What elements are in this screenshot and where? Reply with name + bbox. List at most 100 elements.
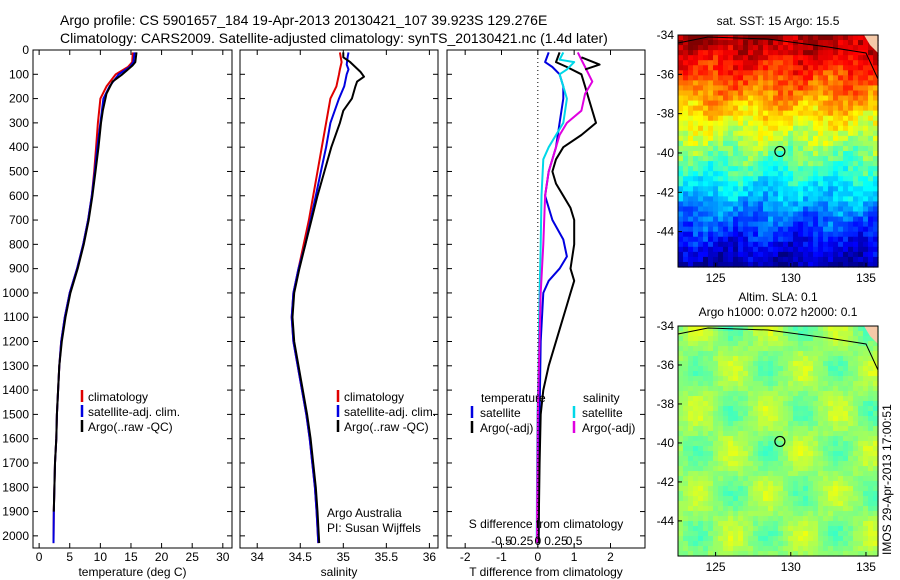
map-cell (843, 75, 849, 81)
map-cell (778, 166, 784, 172)
map-cell (808, 481, 814, 487)
map-cell (753, 181, 759, 187)
map-cell (803, 35, 809, 41)
map-cell (723, 446, 729, 452)
map-cell (783, 471, 789, 477)
map-cell (848, 356, 854, 362)
map-cell (788, 140, 794, 147)
map-cell (843, 100, 849, 107)
map-cell (698, 105, 704, 112)
map-cell (873, 90, 879, 97)
map-cell (728, 366, 734, 372)
map-cell (768, 75, 774, 81)
map-cell (688, 516, 694, 522)
map-cell (828, 246, 834, 253)
map-cell (798, 95, 804, 102)
map-cell (788, 456, 794, 462)
map-cell (813, 80, 819, 87)
map-cell (708, 421, 714, 427)
map-cell (853, 216, 859, 223)
map-cell (723, 511, 729, 517)
map-cell (853, 436, 859, 442)
map-cell (683, 256, 689, 263)
map-cell (713, 241, 719, 248)
map-cell (683, 341, 689, 347)
map-cell (838, 446, 844, 452)
map-cell (823, 196, 829, 203)
map-cell (733, 130, 739, 137)
map-cell (708, 115, 714, 122)
map-cell (763, 471, 769, 477)
map-cell (723, 130, 729, 137)
map-cell (708, 75, 714, 81)
map-cell (843, 421, 849, 427)
map-cell (768, 246, 774, 253)
map-cell (863, 506, 869, 512)
map-cell (718, 241, 724, 248)
map-cell (773, 466, 779, 472)
map-cell (683, 476, 689, 482)
map-cell (873, 496, 879, 502)
map-cell (738, 506, 744, 512)
legend-label: Argo(-adj) (480, 421, 533, 435)
map-cell (788, 186, 794, 192)
map-cell (868, 516, 874, 522)
map-cell (723, 466, 729, 472)
legend-label: Argo(-adj) (582, 421, 635, 435)
figure-title-line1: Argo profile: CS 5901657_184 19-Apr-2013… (60, 12, 548, 28)
map-cell (793, 125, 799, 132)
map-cell (708, 125, 714, 132)
map-cell (818, 90, 824, 97)
map-cell (793, 511, 799, 517)
map-cell (738, 451, 744, 457)
map-cell (718, 120, 724, 127)
map-cell (833, 256, 839, 263)
map-cell (708, 331, 714, 337)
map-cell (703, 341, 709, 347)
map-cell (763, 140, 769, 147)
map-cell (813, 181, 819, 187)
map-cell (833, 546, 839, 552)
map-cell (843, 251, 849, 258)
map-cell (723, 156, 729, 162)
map-cell (733, 196, 739, 203)
map-cell (728, 246, 734, 253)
map-cell (868, 356, 874, 362)
map-cell (723, 381, 729, 387)
map-cell (853, 236, 859, 243)
map-cell (823, 551, 829, 557)
map-cell (788, 421, 794, 427)
map-cell (788, 531, 794, 537)
map-cell (838, 85, 844, 92)
y-tick-label: 1700 (2, 456, 29, 470)
map-cell (858, 366, 864, 372)
map-cell (848, 411, 854, 417)
map-cell (803, 261, 809, 268)
map-cell (798, 396, 804, 402)
map-cell (823, 351, 829, 357)
map-cell (723, 95, 729, 102)
map-cell (718, 161, 724, 167)
map-cell (728, 541, 734, 547)
map-cell (763, 40, 769, 46)
map-cell (863, 206, 869, 213)
map-cell (703, 186, 709, 192)
map-cell (783, 526, 789, 532)
map-cell (728, 45, 734, 51)
map-cell (733, 366, 739, 372)
map-cell (833, 371, 839, 377)
map-cell (858, 331, 864, 337)
map-cell (768, 140, 774, 147)
map-cell (783, 35, 789, 41)
x-tick-label: 15 (124, 550, 138, 564)
map-cell (838, 45, 844, 51)
map-cell (818, 501, 824, 507)
map-cell (853, 80, 859, 87)
map-cell (803, 65, 809, 71)
map-cell (818, 416, 824, 422)
map-cell (778, 496, 784, 502)
map-cell (758, 551, 764, 557)
map-cell (743, 456, 749, 462)
map-cell (723, 506, 729, 512)
map-cell (798, 351, 804, 357)
